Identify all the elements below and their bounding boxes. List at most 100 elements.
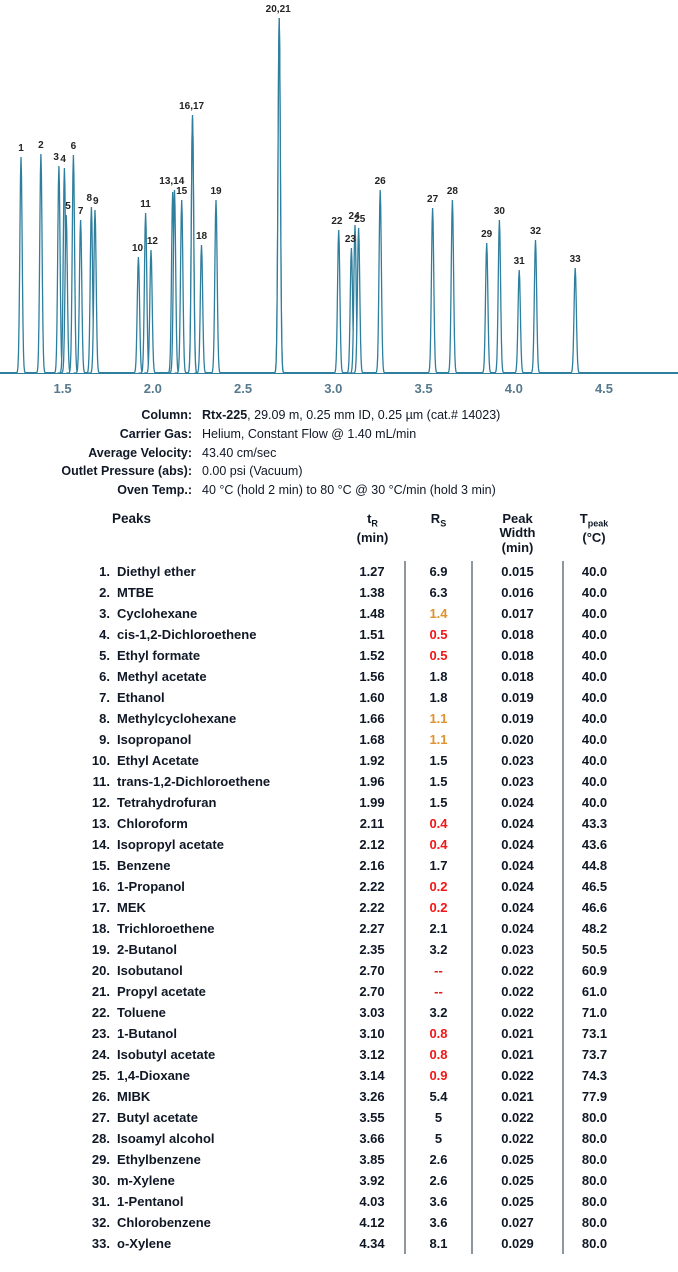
- peak-number: 28.: [91, 1131, 110, 1147]
- cell-tpeak: 40.0: [562, 729, 625, 751]
- condition-row: Carrier Gas: Helium, Constant Flow @ 1.40…: [0, 425, 678, 444]
- cell-tpeak: 80.0: [562, 1212, 625, 1234]
- table-row: 12. Tetrahydrofuran 1.99 1.5 0.024 40.0: [85, 792, 625, 814]
- cell-retention-time: 3.66: [359, 1131, 385, 1147]
- cell-resolution: 1.8: [404, 666, 472, 688]
- cell-peak-width: 0.025: [471, 1191, 563, 1213]
- peak-number: 10.: [91, 753, 110, 769]
- compound-name: cis-1,2-Dichloroethene: [117, 627, 257, 643]
- cell-resolution: 1.1: [404, 729, 472, 751]
- cell-resolution: 1.1: [404, 708, 472, 730]
- peak-trace: [479, 242, 494, 374]
- col-header-tpeak: Tpeak (°C): [579, 510, 609, 546]
- cell-retention-time: 1.66: [359, 711, 385, 727]
- condition-label: Carrier Gas:: [119, 426, 192, 441]
- x-tick-label: 3.5: [415, 381, 433, 396]
- peak-number-label: 4: [60, 154, 66, 165]
- compound-name: Chloroform: [117, 816, 188, 832]
- cell-retention-time: 3.92: [359, 1173, 385, 1189]
- cell-resolution: --: [404, 981, 472, 1003]
- col-header-peaks: Peaks: [112, 510, 152, 526]
- cell-tpeak: 46.6: [562, 897, 625, 919]
- cell-peak-name: 26. MIBK: [85, 1086, 340, 1107]
- cell-resolution: 1.5: [404, 750, 472, 772]
- cell-tpeak: 80.0: [562, 1149, 625, 1171]
- cell-peak-width: 0.027: [471, 1212, 563, 1234]
- peak-number-label: 10: [132, 243, 144, 254]
- cell-peak-width: 0.021: [471, 1044, 563, 1066]
- peak-number: 21.: [91, 984, 110, 1000]
- compound-name: Diethyl ether: [117, 564, 196, 580]
- condition-value: 40 °C (hold 2 min) to 80 °C @ 30 °C/min …: [202, 483, 496, 498]
- peak-number: 23.: [91, 1026, 110, 1042]
- peak-trace: [445, 199, 460, 374]
- peak-number-label: 32: [530, 226, 542, 237]
- cell-retention-time: 3.12: [359, 1047, 385, 1063]
- cell-peak-name: 4. cis-1,2-Dichloroethene: [85, 624, 340, 645]
- peak-number: 2.: [99, 585, 110, 601]
- table-row: 15. Benzene 2.16 1.7 0.024 44.8: [85, 855, 625, 877]
- peak-trace: [185, 117, 200, 374]
- x-tick-label: 4.5: [595, 381, 613, 396]
- cell-peak-name: 24. Isobutyl acetate: [85, 1044, 340, 1065]
- table-row: 8. Methylcyclohexane 1.66 1.1 0.019 40.0: [85, 708, 625, 730]
- table-row: 1. Diethyl ether 1.27 6.9 0.015 40.0: [85, 561, 625, 583]
- cell-resolution: 1.5: [404, 771, 472, 793]
- peak-number-label: 13,14: [159, 176, 184, 187]
- peak-number-label: 5: [65, 201, 71, 212]
- peak-number-label: 20,21: [266, 4, 291, 15]
- table-row: 13. Chloroform 2.11 0.4 0.024 43.3: [85, 813, 625, 835]
- table-row: 25. 1,4-Dioxane 3.14 0.9 0.022 74.3: [85, 1065, 625, 1087]
- cell-retention-time: 1.52: [359, 648, 385, 664]
- peak-number: 32.: [91, 1215, 110, 1231]
- cell-peak-name: 30. m-Xylene: [85, 1170, 340, 1191]
- peak-number: 24.: [91, 1047, 110, 1063]
- peak-number-label: 18: [196, 231, 208, 242]
- peak-number: 18.: [91, 921, 110, 937]
- cell-retention-time: 2.12: [359, 837, 385, 853]
- compound-name: Ethylbenzene: [117, 1152, 201, 1168]
- compound-name: Cyclohexane: [117, 606, 198, 622]
- peak-number-label: 24: [349, 211, 361, 222]
- compound-name: Isoamyl alcohol: [117, 1131, 215, 1147]
- table-row: 23. 1-Butanol 3.10 0.8 0.021 73.1: [85, 1023, 625, 1045]
- cell-retention-time: 3.03: [359, 1005, 385, 1021]
- cell-peak-width: 0.017: [471, 603, 563, 625]
- table-row: 7. Ethanol 1.60 1.8 0.019 40.0: [85, 687, 625, 709]
- col-header-peak-width: Peak Width (min): [499, 510, 536, 555]
- peak-number: 30.: [91, 1173, 110, 1189]
- compound-name: 1,4-Dioxane: [117, 1068, 190, 1084]
- cell-peak-width: 0.024: [471, 792, 563, 814]
- cell-tpeak: 40.0: [562, 603, 625, 625]
- cell-resolution: 3.2: [404, 939, 472, 961]
- cell-peak-width: 0.018: [471, 624, 563, 646]
- cell-retention-time: 1.38: [359, 585, 385, 601]
- cell-tpeak: 50.5: [562, 939, 625, 961]
- cell-retention-time: 1.92: [359, 753, 385, 769]
- peak-number: 20.: [91, 963, 110, 979]
- cell-retention-time: 2.22: [359, 900, 385, 916]
- cell-peak-name: 3. Cyclohexane: [85, 603, 340, 624]
- table-row: 17. MEK 2.22 0.2 0.024 46.6: [85, 897, 625, 919]
- cell-retention-time: 2.70: [359, 963, 385, 979]
- cell-resolution: 6.3: [404, 582, 472, 604]
- cell-peak-name: 11. trans-1,2-Dichloroethene: [85, 771, 340, 792]
- chromatogram-panel: 1.5 2.0 2.5 3.0 3.5 4.0 4.5 1 2 3 4 5 6 7 8 9 10 11 12 13,1…: [0, 0, 678, 400]
- peak-trace: [88, 209, 102, 374]
- peak-number-label: 22: [331, 216, 343, 227]
- cell-peak-name: 21. Propyl acetate: [85, 981, 340, 1002]
- cell-peak-width: 0.016: [471, 582, 563, 604]
- peak-number: 15.: [91, 858, 110, 874]
- cell-retention-time: 2.16: [359, 858, 385, 874]
- peak-number: 5.: [99, 648, 110, 664]
- cell-resolution: 5.4: [404, 1086, 472, 1108]
- peak-number-label: 12: [147, 236, 159, 247]
- cell-peak-name: 9. Isopropanol: [85, 729, 340, 750]
- x-tick-label: 2.0: [144, 381, 162, 396]
- cell-peak-name: 15. Benzene: [85, 855, 340, 876]
- cell-peak-name: 17. MEK: [85, 897, 340, 918]
- compound-name: MEK: [117, 900, 146, 916]
- peak-number-label: 23: [345, 234, 357, 245]
- cell-peak-width: 0.015: [471, 561, 563, 583]
- x-tick-label: 3.0: [324, 381, 342, 396]
